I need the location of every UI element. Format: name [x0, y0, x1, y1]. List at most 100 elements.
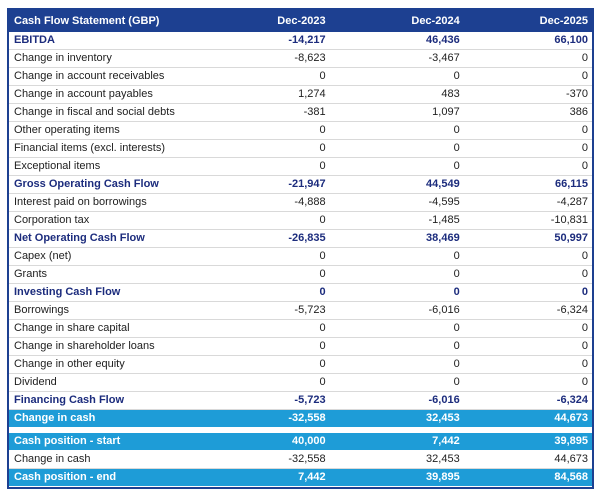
row-label: Net Operating Cash Flow: [14, 232, 145, 244]
table-row: Change in other equity 0 0 0: [9, 356, 592, 374]
row-value: 0: [453, 124, 460, 136]
row-value: 1,097: [432, 106, 460, 118]
row-label: Change in share capital: [14, 322, 130, 334]
row-value: 0: [319, 160, 326, 172]
row-value: 7,442: [432, 435, 460, 447]
table-row: Dividend 0 0 0: [9, 374, 592, 392]
row-value: 39,895: [554, 435, 588, 447]
table-row: Other operating items 0 0 0: [9, 122, 592, 140]
row-value: 483: [441, 88, 460, 100]
row-value: 66,100: [554, 34, 588, 46]
column-header-dec-2025: Dec-2025: [539, 15, 588, 27]
row-value: 0: [581, 358, 588, 370]
row-value: 44,673: [554, 453, 588, 465]
row-value: 0: [453, 376, 460, 388]
row-value: -10,831: [550, 214, 588, 226]
row-value: 0: [453, 358, 460, 370]
row-label: Financial items (excl. interests): [14, 142, 165, 154]
table-row: Cash position - end 7,442 39,895 84,568: [9, 469, 592, 487]
table-row: Gross Operating Cash Flow -21,947 44,549…: [9, 176, 592, 194]
table-row: Change in account payables 1,274 483 -37…: [9, 86, 592, 104]
row-value: 0: [453, 268, 460, 280]
row-value: -6,016: [428, 394, 460, 406]
row-label: Change in cash: [14, 412, 96, 424]
table-body: EBITDA -14,217 46,436 66,100 Change in i…: [9, 32, 592, 487]
row-value: 50,997: [554, 232, 588, 244]
row-value: 0: [581, 322, 588, 334]
row-value: 0: [581, 160, 588, 172]
table-row: Change in inventory -8,623 -3,467 0: [9, 50, 592, 68]
row-value: -4,888: [294, 196, 326, 208]
row-value: 0: [453, 142, 460, 154]
row-label: Dividend: [14, 376, 57, 388]
row-value: 84,568: [554, 471, 588, 483]
row-label: Capex (net): [14, 250, 72, 262]
table-row: Change in cash -32,558 32,453 44,673: [9, 451, 592, 469]
row-label: Cash position - end: [14, 471, 117, 483]
row-label: EBITDA: [14, 34, 55, 46]
table-row: Capex (net) 0 0 0: [9, 248, 592, 266]
column-header-dec-2023: Dec-2023: [277, 15, 326, 27]
table-row: Change in cash -32,558 32,453 44,673: [9, 410, 592, 428]
row-value: 0: [581, 124, 588, 136]
row-value: 66,115: [554, 178, 588, 190]
row-label: Other operating items: [14, 124, 120, 136]
table-header-row: Cash Flow Statement (GBP) Dec-2023 Dec-2…: [9, 10, 592, 32]
row-value: 0: [581, 340, 588, 352]
row-label: Change in shareholder loans: [14, 340, 155, 352]
row-value: 46,436: [426, 34, 460, 46]
row-value: -6,324: [556, 304, 588, 316]
row-value: 0: [581, 286, 588, 298]
row-value: 32,453: [426, 412, 460, 424]
row-value: 0: [581, 142, 588, 154]
row-value: 44,549: [426, 178, 460, 190]
table-row: Change in share capital 0 0 0: [9, 320, 592, 338]
table-row: Net Operating Cash Flow -26,835 38,469 5…: [9, 230, 592, 248]
row-value: 0: [319, 286, 326, 298]
row-value: 0: [319, 124, 326, 136]
table-row: Corporation tax 0 -1,485 -10,831: [9, 212, 592, 230]
table-row: Cash position - start 40,000 7,442 39,89…: [9, 433, 592, 451]
row-value: -32,558: [288, 412, 326, 424]
row-value: -1,485: [428, 214, 460, 226]
row-value: -370: [565, 88, 588, 100]
table-row: Change in account receivables 0 0 0: [9, 68, 592, 86]
column-header-dec-2024: Dec-2024: [411, 15, 460, 27]
row-value: 40,000: [291, 435, 326, 447]
row-value: -6,016: [428, 304, 460, 316]
row-value: -26,835: [288, 232, 326, 244]
table-row: Exceptional items 0 0 0: [9, 158, 592, 176]
row-label: Grants: [14, 268, 48, 280]
row-value: 0: [581, 250, 588, 262]
row-label: Gross Operating Cash Flow: [14, 178, 159, 190]
table-row: Investing Cash Flow 0 0 0: [9, 284, 592, 302]
row-value: 0: [453, 160, 460, 172]
row-value: 0: [319, 250, 326, 262]
row-value: 0: [453, 286, 460, 298]
row-value: 0: [581, 268, 588, 280]
row-value: 0: [319, 340, 326, 352]
row-value: 0: [319, 142, 326, 154]
row-label: Change in account payables: [14, 88, 153, 100]
table-row: EBITDA -14,217 46,436 66,100: [9, 32, 592, 50]
row-value: 0: [319, 268, 326, 280]
row-value: 44,673: [554, 412, 588, 424]
table-row: Change in fiscal and social debts -381 1…: [9, 104, 592, 122]
table-row: Grants 0 0 0: [9, 266, 592, 284]
row-label: Borrowings: [14, 304, 70, 316]
row-value: -381: [303, 106, 326, 118]
row-label: Change in cash: [14, 453, 91, 465]
row-value: 0: [319, 358, 326, 370]
row-value: 0: [319, 376, 326, 388]
row-value: 0: [453, 250, 460, 262]
cash-flow-statement-table: Cash Flow Statement (GBP) Dec-2023 Dec-2…: [7, 8, 594, 489]
row-value: -5,723: [294, 394, 326, 406]
row-label: Exceptional items: [14, 160, 101, 172]
row-label: Cash position - start: [14, 435, 121, 447]
row-value: -6,324: [556, 394, 588, 406]
table-title: Cash Flow Statement (GBP): [14, 15, 160, 27]
row-label: Interest paid on borrowings: [14, 196, 147, 208]
row-value: 0: [453, 322, 460, 334]
row-value: 0: [581, 52, 588, 64]
row-label: Change in fiscal and social debts: [14, 106, 175, 118]
